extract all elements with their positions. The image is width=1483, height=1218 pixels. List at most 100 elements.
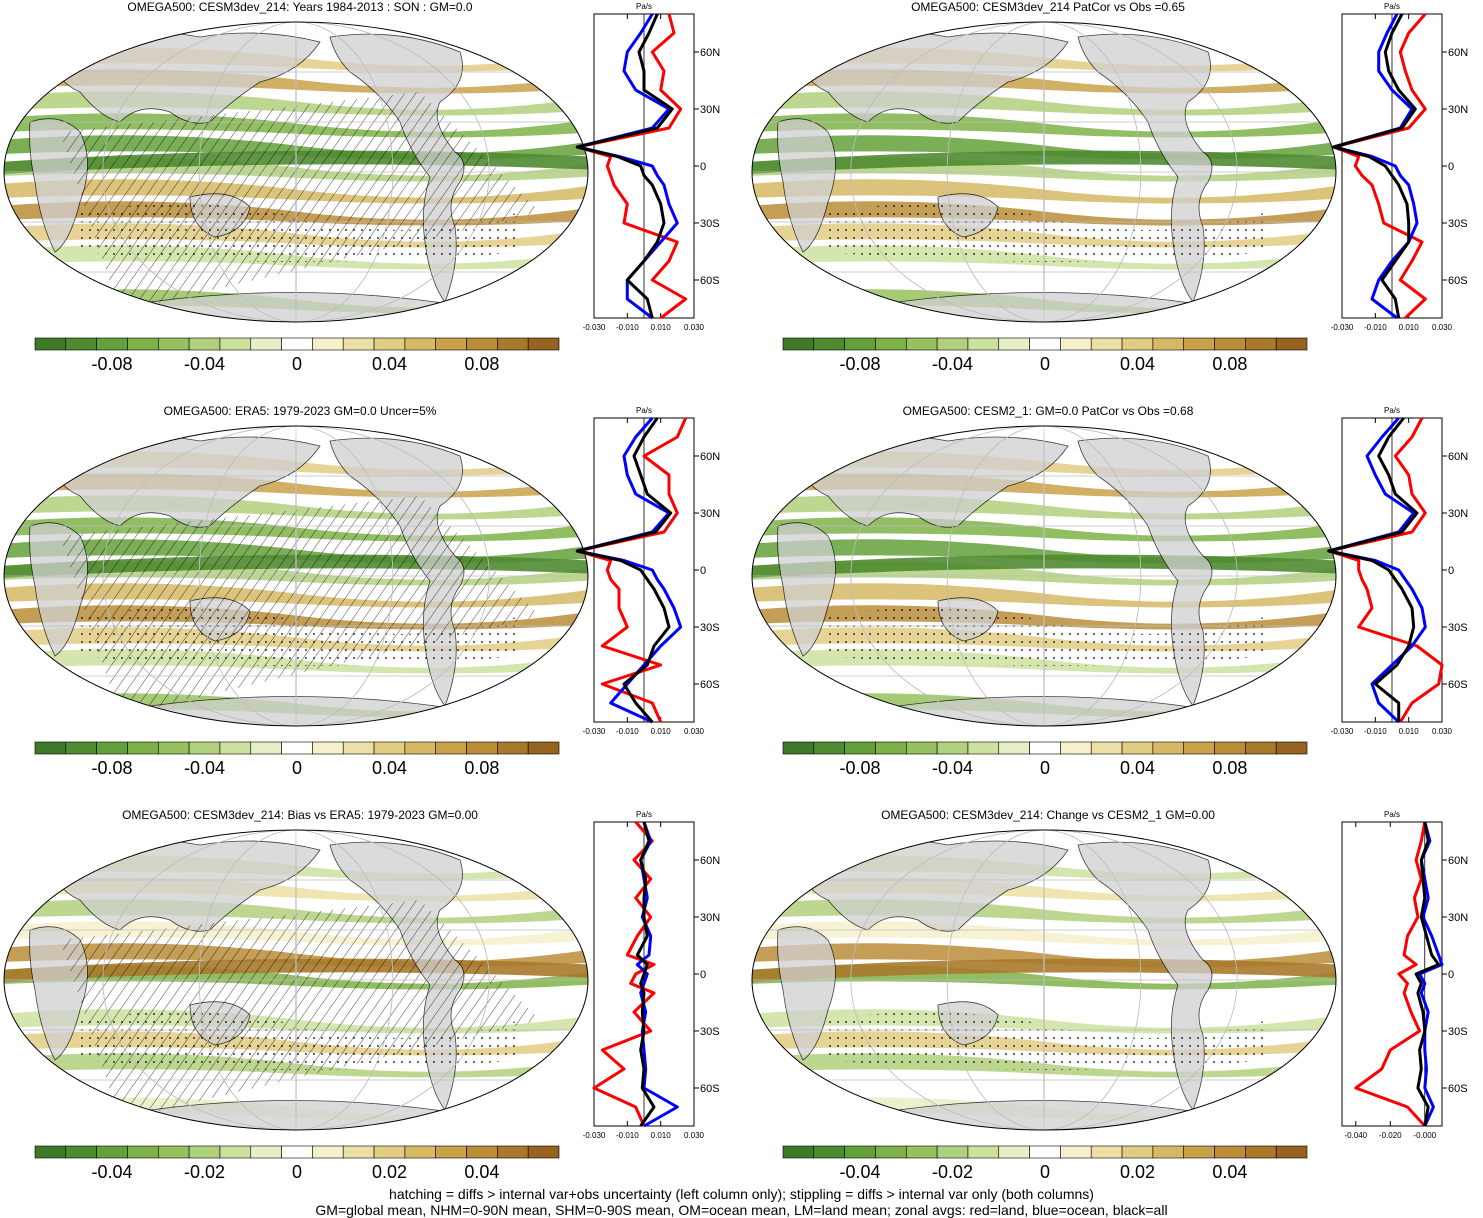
longitude-line <box>102 22 490 322</box>
zonal-series-red <box>1354 821 1427 1128</box>
colorbar-swatch <box>905 741 938 755</box>
colorbar-swatch <box>127 337 159 351</box>
x-unit-label: Pa/s <box>636 2 652 11</box>
colorbar-swatch <box>1275 1145 1308 1159</box>
zonal-frame <box>1341 821 1443 1127</box>
colorbar-swatch <box>1090 1145 1123 1159</box>
x-tick-label: -0.010 <box>616 323 639 332</box>
colorbar-label: 0.08 <box>1212 758 1247 778</box>
colorbar-swatch <box>127 741 159 755</box>
land-mass <box>777 522 836 657</box>
colorbar-swatch <box>1183 741 1215 755</box>
map-border <box>3 21 589 323</box>
colorbar: -0.08 -0.04 0 0.04 0.08 <box>782 741 1308 778</box>
colorbar-swatch <box>1245 337 1277 351</box>
longitude-line <box>946 426 1142 726</box>
stippling-overlay <box>828 1012 1268 1070</box>
colorbar-swatch <box>497 741 529 755</box>
map-title: OMEGA500: ERA5: 1979-2023 GM=0.0 Uncer=5… <box>163 404 437 418</box>
panel-5: OMEGA500: CESM3dev_214: Change vs CESM2_… <box>748 808 1483 1213</box>
y-tick-label: 0 <box>1448 969 1454 981</box>
y-tick-label: 60S <box>700 679 720 691</box>
colorbar-swatch <box>905 1145 938 1159</box>
colorbar-swatch <box>844 741 876 755</box>
stippling-overlay <box>80 1012 520 1070</box>
colorbar-swatch <box>1060 741 1092 755</box>
colorbar-label: -0.08 <box>840 354 881 374</box>
x-tick-label: -0.040 <box>1344 1131 1367 1140</box>
x-tick-label: -0.000 <box>1413 1131 1436 1140</box>
longitude-line <box>850 426 1238 726</box>
colorbar-swatch <box>34 337 67 351</box>
y-tick-label: 60N <box>700 451 720 463</box>
colorbar-swatch <box>1152 337 1185 351</box>
colorbar-label: -0.04 <box>92 1162 133 1182</box>
colorbar-swatch <box>1275 741 1308 755</box>
colorbar-swatch <box>936 1145 969 1159</box>
colorbar-swatch <box>157 337 190 351</box>
x-tick-label: 0.030 <box>684 1131 705 1140</box>
colorbar: -0.08 -0.04 0 0.04 0.08 <box>782 337 1308 374</box>
y-tick-label: 30S <box>1448 1026 1468 1038</box>
colorbar-swatch <box>188 741 221 755</box>
zonal-series-black <box>1332 13 1417 319</box>
colorbar-swatch <box>1183 1145 1215 1159</box>
colorbar-swatch <box>219 741 252 755</box>
panel-4: OMEGA500: CESM3dev_214: Bias vs ERA5: 19… <box>0 808 740 1213</box>
x-tick-label: -0.010 <box>1364 323 1387 332</box>
colorbar-label: -0.02 <box>184 1162 225 1182</box>
colorbar-swatch <box>527 741 560 755</box>
colorbar-swatch <box>1029 337 1061 351</box>
colorbar-swatch <box>1121 741 1154 755</box>
colorbar-swatch <box>1090 741 1123 755</box>
x-unit-label: Pa/s <box>636 406 652 415</box>
x-unit-label: Pa/s <box>636 810 652 819</box>
map-title: OMEGA500: CESM3dev_214: Bias vs ERA5: 19… <box>122 808 478 822</box>
colorbar-swatch <box>188 337 221 351</box>
longitude-line <box>295 426 297 726</box>
x-tick-label: 0.010 <box>651 727 672 736</box>
colorbar-swatch <box>1275 337 1308 351</box>
zonal-mean-chart: Pa/s -0.040 -0.020 -0.000 60N 30N 0 30S 60S <box>1341 810 1468 1140</box>
field-band <box>752 179 1336 204</box>
colorbar-swatch <box>312 337 344 351</box>
longitude-line <box>198 22 394 322</box>
colorbar-label: 0.04 <box>1120 758 1155 778</box>
world-map <box>751 21 1337 323</box>
map-title: OMEGA500: CESM3dev_214 PatCor vs Obs =0.… <box>911 0 1185 14</box>
map-field <box>752 830 1336 1130</box>
y-tick-label: 30S <box>700 218 720 230</box>
world-map <box>751 425 1337 727</box>
x-tick-label: 0.030 <box>684 323 705 332</box>
colorbar-swatch <box>1121 337 1154 351</box>
y-tick-label: 30N <box>1448 912 1468 924</box>
map-field <box>752 426 1336 726</box>
colorbar-swatch <box>435 337 467 351</box>
map-title: OMEGA500: CESM3dev_214: Change vs CESM2_… <box>881 808 1215 822</box>
colorbar-swatch <box>466 1145 498 1159</box>
colorbar-swatch <box>875 337 907 351</box>
zonal-series-blue <box>635 821 679 1128</box>
map-border <box>751 829 1337 1131</box>
colorbar-label: 0.08 <box>1212 354 1247 374</box>
y-tick-label: 60S <box>1448 1083 1468 1095</box>
colorbar-swatch <box>1214 1145 1246 1159</box>
colorbar-label: -0.04 <box>184 758 225 778</box>
colorbar-swatch <box>1060 1145 1092 1159</box>
colorbar-label: -0.08 <box>92 758 133 778</box>
colorbar-swatch <box>250 337 282 351</box>
map-field <box>752 22 1336 322</box>
colorbar-swatch <box>250 1145 282 1159</box>
colorbar-swatch <box>936 741 969 755</box>
zonal-series-black <box>575 417 673 723</box>
y-tick-label: 60N <box>1448 855 1468 867</box>
colorbar-swatch <box>998 741 1030 755</box>
colorbar-label: 0 <box>292 1162 302 1182</box>
colorbar-swatch <box>998 1145 1030 1159</box>
longitude-line <box>102 830 490 1130</box>
colorbar-swatch <box>34 1145 67 1159</box>
colorbar-swatch <box>1214 741 1246 755</box>
colorbar-swatch <box>373 1145 406 1159</box>
zonal-series-blue <box>1327 417 1427 724</box>
zonal-series-black <box>1327 417 1419 722</box>
